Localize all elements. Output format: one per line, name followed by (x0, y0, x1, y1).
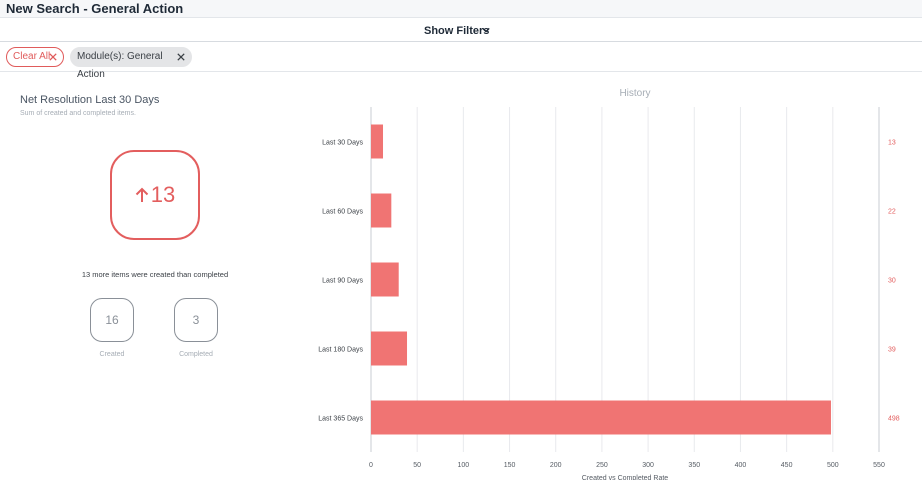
x-tick-label: 450 (781, 462, 793, 469)
filter-chips-bar: Clear All Module(s): General Action (0, 42, 922, 80)
x-tick-label: 100 (458, 462, 470, 469)
data-label: 39 (888, 347, 896, 354)
net-resolution-badge: 13 (110, 150, 200, 240)
history-chart: History 0 50 100 150 200 250 300 350 400 450 500 550… (318, 88, 900, 480)
net-resolution-title: Net Resolution Last 30 Days (20, 94, 160, 106)
y-tick-label: Last 180 Days (318, 347, 363, 354)
bar (371, 400, 831, 435)
x-axis-label: Created vs Completed Rate (582, 475, 668, 480)
data-label: 498 (888, 416, 900, 423)
y-tick-label: Last 365 Days (318, 416, 363, 423)
x-tick-label: 500 (827, 462, 839, 469)
close-icon[interactable] (49, 53, 57, 61)
bar (371, 124, 384, 159)
x-tick-label: 400 (735, 462, 747, 469)
completed-count-box: 3 (174, 298, 218, 342)
net-resolution-value: 13 (150, 182, 176, 207)
x-tick-label: 0 (369, 462, 373, 469)
x-tick-label: 150 (504, 462, 516, 469)
completed-label: Completed (179, 351, 213, 358)
module-filter-chip[interactable]: Module(s): General Action (70, 47, 192, 80)
y-tick-label: Last 60 Days (322, 209, 363, 216)
created-count-box: 16 (90, 298, 134, 342)
page-title: New Search - General Action (6, 1, 184, 16)
x-tick-label: 50 (413, 462, 421, 469)
y-tick-label: Last 90 Days (322, 278, 363, 285)
data-label: 30 (888, 278, 896, 285)
x-tick-label: 250 (596, 462, 608, 469)
show-filters-button[interactable]: Show Filters (424, 25, 490, 37)
created-label: Created (99, 351, 125, 358)
bar (371, 193, 392, 228)
net-resolution-description: 13 more items were created than complete… (81, 270, 229, 279)
title-bar: New Search - General Action (0, 0, 922, 18)
x-tick-label: 350 (688, 462, 700, 469)
y-tick-label: Last 30 Days (322, 140, 363, 147)
close-icon[interactable] (177, 53, 185, 61)
chevron-down-icon[interactable] (482, 26, 490, 34)
filters-toggle-bar: Show Filters (0, 18, 922, 42)
bar (371, 262, 399, 297)
clear-all-chip[interactable]: Clear All (6, 47, 64, 67)
chart-title: History (619, 88, 650, 99)
data-label: 22 (888, 209, 896, 216)
bar (371, 331, 408, 366)
x-tick-label: 550 (873, 462, 885, 469)
module-filter-label: Module(s): General Action (77, 51, 163, 80)
net-resolution-subtitle: Sum of created and completed items. (20, 110, 136, 117)
data-label: 13 (888, 140, 896, 147)
clear-all-label: Clear All (13, 51, 51, 62)
x-tick-label: 200 (550, 462, 562, 469)
x-tick-label: 300 (642, 462, 654, 469)
arrow-up-icon (135, 187, 148, 202)
